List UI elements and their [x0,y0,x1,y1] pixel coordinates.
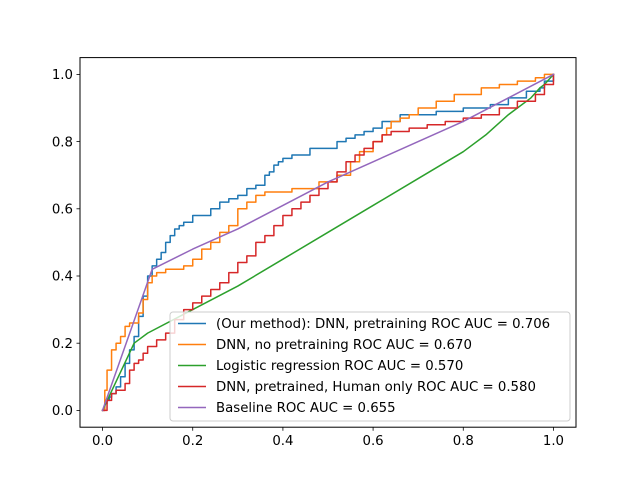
plot-frame [79,57,577,428]
series-line-1 [101,73,555,412]
legend-label-2: DNN, no pretraining ROC AUC = 0.670 [216,338,472,353]
series-line-5 [101,73,555,412]
series-line-4 [101,73,555,412]
x-tick-label: 0.0 [92,434,113,449]
y-tick-label: 1.0 [52,68,73,83]
x-tick-label: 0.6 [363,434,384,449]
y-tick-label: 0.0 [52,404,73,419]
x-tick-label: 0.2 [182,434,203,449]
y-tick-label: 0.6 [52,203,73,218]
x-tick-label: 0.8 [453,434,474,449]
legend-label-1: (Our method): DNN, pretraining ROC AUC =… [216,317,550,332]
legend-label-3: Logistic regression ROC AUC = 0.570 [216,359,463,374]
x-tick-label: 1.0 [543,434,564,449]
legend: (Our method): DNN, pretraining ROC AUC =… [169,311,571,422]
ticks-layer: 0.0 0.2 0.4 0.6 0.8 1.0 0.0 0.2 0.4 0.6 0.8 1.0 [52,68,564,449]
y-tick-label: 0.2 [52,337,73,352]
x-tick-label: 0.4 [272,434,293,449]
y-tick-label: 0.8 [52,135,73,150]
legend-box [169,311,571,422]
legend-label-5: Baseline ROC AUC = 0.655 [216,401,396,416]
y-tick-label: 0.4 [52,270,73,285]
legend-label-4: DNN, pretrained, Human only ROC AUC = 0.… [216,380,536,395]
